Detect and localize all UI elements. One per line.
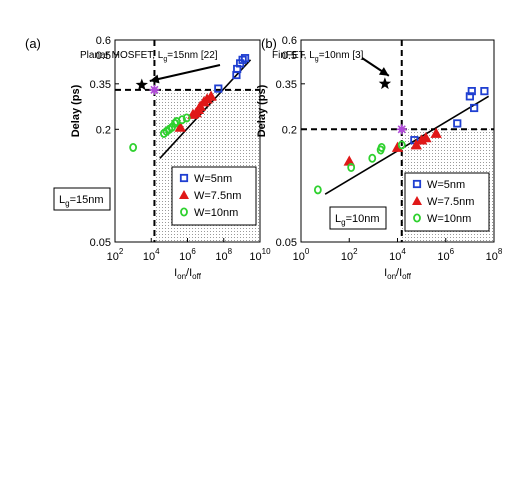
data-point-square bbox=[465, 92, 474, 101]
y-tick-label: 0.35 bbox=[276, 79, 297, 91]
reference-star-marker bbox=[378, 77, 392, 90]
series-circle bbox=[129, 113, 191, 152]
series-square bbox=[214, 54, 250, 93]
x-tick-label: 104 bbox=[389, 247, 406, 263]
series-triangle bbox=[174, 90, 217, 132]
y-tick-label: 0.2 bbox=[282, 124, 297, 136]
crossing-point-marker bbox=[396, 124, 407, 135]
crossing-point-stroke bbox=[397, 125, 406, 134]
legend-label: W=10nm bbox=[194, 207, 238, 219]
y-tick-label: 0.2 bbox=[96, 124, 111, 136]
y-axis-label: Delay (ps) bbox=[70, 84, 82, 137]
x-tick-label: 104 bbox=[143, 247, 160, 263]
chart-panel-a: 102 104 106 108 1010 0.05 0.2 0.35 0.5 0.6 Ion/Iof… bbox=[70, 35, 271, 281]
legend-marker-circle bbox=[413, 213, 421, 223]
legend-marker-triangle bbox=[412, 196, 422, 205]
panel-label: (b) bbox=[261, 36, 277, 51]
data-point-circle bbox=[368, 153, 377, 163]
data-point-circle bbox=[377, 142, 386, 152]
reference-arrow-line bbox=[149, 64, 221, 82]
series-circle bbox=[313, 140, 406, 195]
crossing-point-marker bbox=[149, 84, 160, 95]
legend-label: W=7.5nm bbox=[194, 190, 241, 202]
data-point-circle bbox=[313, 185, 322, 195]
reference-arrow-head bbox=[378, 67, 389, 76]
data-point-square bbox=[470, 103, 479, 113]
data-point-square bbox=[480, 87, 489, 96]
legend-entry-square: W=5nm bbox=[412, 179, 465, 191]
data-point-circle bbox=[347, 163, 356, 173]
reference-arrow-head bbox=[149, 74, 160, 84]
data-point-square bbox=[453, 119, 462, 128]
legend-entry-triangle: W=7.5nm bbox=[412, 196, 474, 208]
legend-label: W=5nm bbox=[194, 173, 232, 185]
legend-entry-square: W=5nm bbox=[179, 173, 232, 185]
reference-star-marker bbox=[135, 78, 148, 91]
data-point-circle bbox=[178, 115, 186, 125]
y-tick-label: 0.5 bbox=[96, 50, 111, 62]
legend-marker-square bbox=[412, 179, 422, 189]
data-point-triangle bbox=[205, 90, 217, 101]
gate-length-label: Lg=10nm bbox=[335, 213, 380, 227]
data-point-circle bbox=[129, 142, 138, 152]
legend-label: W=7.5nm bbox=[427, 196, 474, 208]
legend-marker-triangle bbox=[179, 190, 189, 199]
data-point-square bbox=[214, 84, 223, 93]
legend-label: W=5nm bbox=[427, 179, 465, 191]
reference-annotation: FinFET, Lg=10nm [3] bbox=[272, 50, 364, 63]
x-axis-label: Ion/Ioff bbox=[384, 267, 412, 281]
data-point-circle bbox=[397, 140, 406, 150]
data-point-triangle bbox=[430, 127, 442, 138]
panel-label: (a) bbox=[25, 36, 41, 51]
data-point-triangle bbox=[420, 132, 432, 143]
legend-entry-circle: W=10nm bbox=[413, 213, 471, 225]
data-point-circle bbox=[182, 113, 191, 123]
legend-marker-circle bbox=[180, 207, 188, 217]
fit-line bbox=[324, 95, 490, 195]
reference-annotation: Planar MOSFET, Lg=15nm [22] bbox=[80, 50, 218, 63]
x-axis-label: Ion/Ioff bbox=[174, 267, 202, 281]
y-tick-label: 0.35 bbox=[90, 79, 111, 91]
gate-length-box bbox=[53, 187, 111, 211]
legend-entry-circle: W=10nm bbox=[180, 207, 238, 219]
x-tick-label: 102 bbox=[341, 247, 358, 263]
crossing-point-stroke bbox=[150, 85, 159, 94]
gate-length-box bbox=[329, 206, 387, 230]
x-tick-label: 100 bbox=[293, 247, 310, 263]
gate-length-label: Lg=15nm bbox=[59, 194, 104, 208]
y-tick-label: 0.6 bbox=[96, 35, 111, 47]
chart-panel-b: 100 102 104 106 108 0.05 0.2 0.35 0.5 0.6 Ion/Ioff… bbox=[256, 35, 503, 281]
x-tick-label: 108 bbox=[486, 247, 503, 263]
data-point-square bbox=[467, 87, 476, 96]
y-axis-label: Delay (ps) bbox=[256, 84, 268, 137]
legend-marker-square bbox=[179, 173, 189, 183]
y-tick-label: 0.05 bbox=[276, 237, 297, 249]
y-tick-label: 0.6 bbox=[282, 35, 297, 47]
legend-entry-triangle: W=7.5nm bbox=[179, 190, 241, 202]
x-tick-label: 102 bbox=[107, 247, 124, 263]
x-tick-label: 106 bbox=[179, 247, 196, 263]
data-point-triangle bbox=[174, 121, 186, 132]
data-point-square bbox=[240, 54, 250, 63]
legend-label: W=10nm bbox=[427, 213, 471, 225]
data-point-circle bbox=[170, 118, 179, 128]
y-tick-label: 0.5 bbox=[282, 50, 297, 62]
fit-line bbox=[159, 59, 252, 159]
y-tick-label: 0.05 bbox=[90, 237, 111, 249]
x-tick-label: 1010 bbox=[249, 247, 271, 263]
x-tick-label: 108 bbox=[215, 247, 232, 263]
x-tick-label: 106 bbox=[437, 247, 454, 263]
